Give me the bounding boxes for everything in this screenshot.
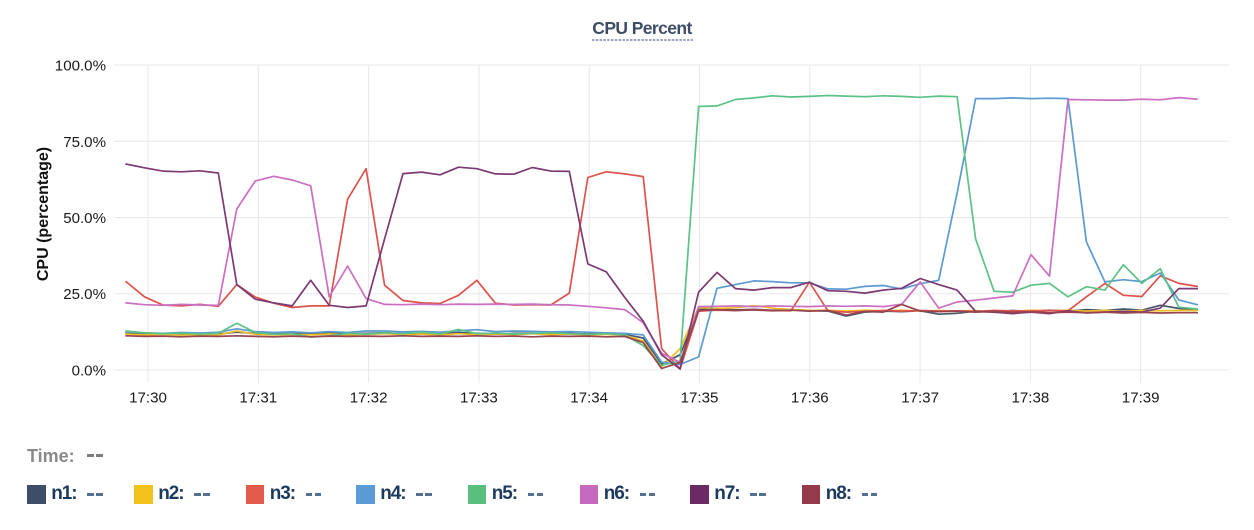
svg-text:25.0%: 25.0% bbox=[63, 286, 106, 303]
svg-text:50.0%: 50.0% bbox=[63, 210, 106, 227]
svg-text:17:35: 17:35 bbox=[681, 390, 719, 407]
svg-text:17:38: 17:38 bbox=[1012, 390, 1050, 407]
svg-text:100.0%: 100.0% bbox=[55, 58, 106, 75]
svg-text:17:39: 17:39 bbox=[1122, 390, 1160, 407]
svg-text:75.0%: 75.0% bbox=[63, 134, 106, 151]
svg-text:17:37: 17:37 bbox=[901, 390, 939, 407]
svg-text:CPU (percentage): CPU (percentage) bbox=[35, 147, 52, 281]
svg-text:17:32: 17:32 bbox=[350, 390, 388, 407]
svg-text:17:30: 17:30 bbox=[129, 390, 167, 407]
svg-text:0.0%: 0.0% bbox=[72, 363, 106, 380]
svg-text:17:36: 17:36 bbox=[791, 390, 829, 407]
svg-text:17:34: 17:34 bbox=[570, 390, 608, 407]
svg-text:17:33: 17:33 bbox=[460, 390, 498, 407]
svg-text:17:31: 17:31 bbox=[239, 390, 277, 407]
